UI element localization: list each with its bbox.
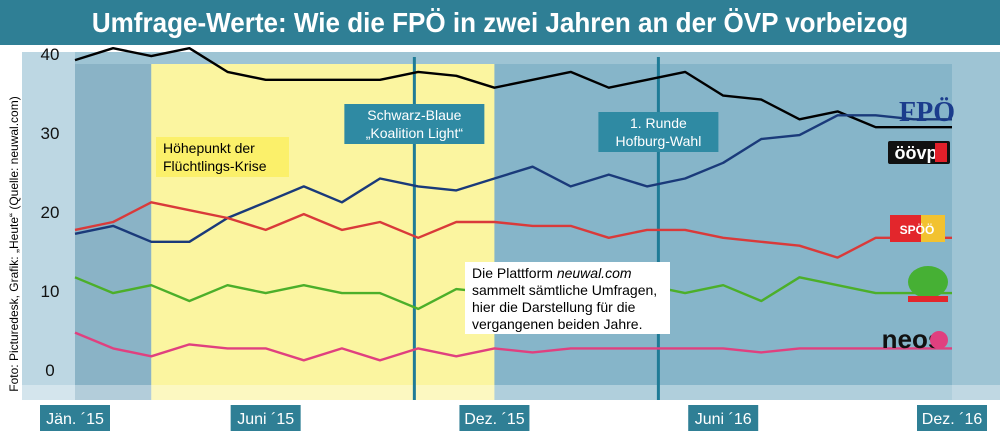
source-note-line1: Die Plattform neuwal.com (472, 265, 632, 281)
annotation-election-line1: 1. Runde (630, 115, 687, 131)
ovp-logo-bg (888, 141, 950, 164)
ovp-logo-red (935, 143, 947, 162)
fpo-logo: FPÖ (899, 97, 955, 128)
annotation-box-coalition (344, 104, 485, 144)
x-tick-label: Dez. ´16 (922, 411, 983, 428)
x-label-box (688, 405, 759, 431)
source-note-line2: sammelt sämtliche Umfragen, (472, 282, 657, 298)
title-bar: Umfrage-Werte: Wie die FPÖ in zwei Jahre… (0, 0, 1000, 45)
source-note-line3: hier die Darstellung für die (472, 299, 636, 315)
annotation-refugee-line1: Höhepunkt der (163, 140, 255, 156)
x-tick-label: Juni ´15 (237, 411, 294, 428)
shade-2016 (494, 64, 952, 400)
x-label-box (459, 405, 530, 431)
spo-logo: SPÖÖ (900, 222, 935, 237)
annotation-refugee-line2: Flüchtlings-Krise (163, 158, 267, 174)
series-line-spo (74, 201, 952, 259)
x-label-box (40, 405, 110, 431)
x-tick-label: Jän. ´15 (46, 411, 104, 428)
y-tick-label: 30 (41, 124, 60, 143)
y-tick-label: 20 (41, 203, 60, 222)
annotation-coalition-line2: „Koalition Light“ (366, 125, 464, 141)
x-label-box (230, 405, 301, 431)
annotation-box-election (598, 112, 719, 152)
chart-title: Umfrage-Werte: Wie die FPÖ in zwei Jahre… (91, 7, 909, 38)
neos-logo-dot (930, 331, 948, 349)
bottom-band (22, 385, 1000, 400)
source-note-box (465, 262, 670, 334)
annotation-coalition-line1: Schwarz-Blaue (367, 107, 461, 123)
plot-background-left (22, 52, 75, 400)
y-tick-label: 40 (41, 45, 60, 64)
source-note-line4: vergangenen beiden Jahre. (472, 316, 642, 332)
series-line-fpo (74, 47, 952, 129)
ovp-logo: öövp (895, 143, 938, 163)
x-label-box (917, 405, 987, 431)
x-tick-label: Dez. ´15 (464, 411, 525, 428)
x-tick-label: Juni ´16 (695, 411, 752, 428)
series-line-ovp (74, 114, 952, 244)
gruene-logo (908, 266, 948, 298)
annotation-election-line2: Hofburg-Wahl (615, 133, 701, 149)
spo-logo-yellow (921, 215, 945, 242)
annotation-box-refugee (156, 137, 289, 177)
series-line-neos (74, 331, 952, 362)
gruene-logo-bar (908, 296, 948, 302)
y-tick-label: 0 (45, 361, 54, 380)
y-tick-label: 10 (41, 282, 60, 301)
